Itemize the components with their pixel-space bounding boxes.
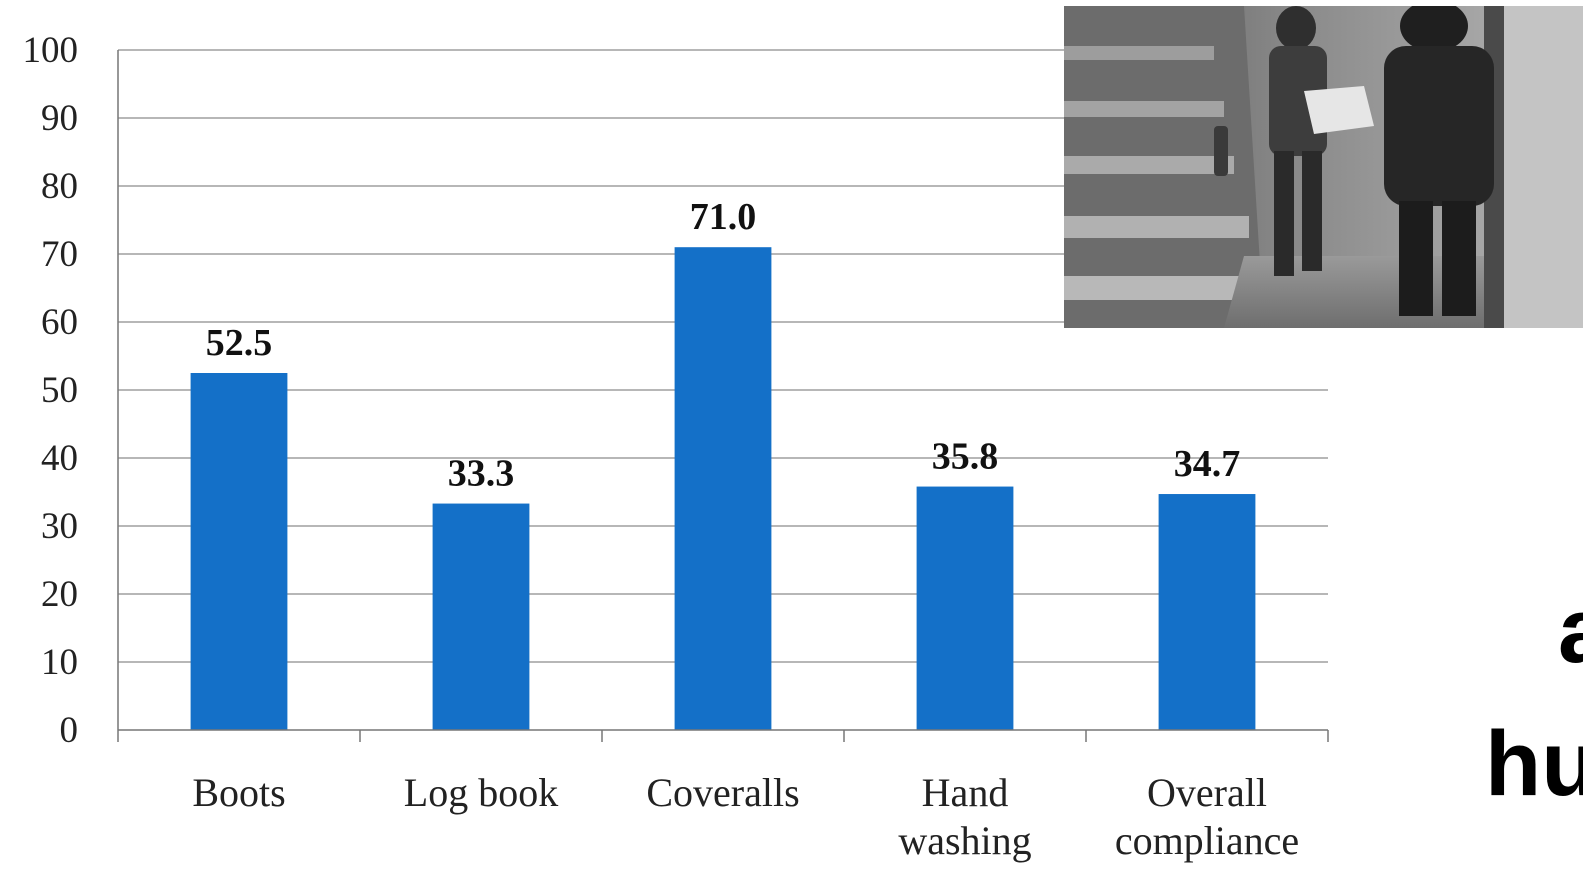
y-tick-label: 0 <box>60 710 79 751</box>
y-tick-label: 70 <box>41 234 78 275</box>
y-tick-label: 30 <box>41 506 78 547</box>
y-axis-ticks: 0 10 20 30 40 50 60 70 80 90 100 <box>23 30 79 751</box>
category-label: Log book <box>404 770 558 815</box>
x-axis <box>117 50 1329 742</box>
bar <box>916 486 1014 730</box>
bar <box>432 503 530 730</box>
category-label: Hand <box>922 770 1009 815</box>
y-tick-label: 80 <box>41 166 78 207</box>
cropped-text-line-2: hu <box>1485 713 1583 815</box>
bar <box>674 247 772 730</box>
category-label: Coveralls <box>646 770 799 815</box>
data-label: 71.0 <box>690 196 757 238</box>
photo-icon <box>1064 6 1583 328</box>
y-tick-label: 50 <box>41 370 78 411</box>
bar <box>1158 494 1256 730</box>
data-label: 33.3 <box>448 453 515 495</box>
cropped-text-line-1: a <box>1558 585 1583 677</box>
y-tick-label: 40 <box>41 438 78 479</box>
category-label: washing <box>898 818 1031 863</box>
data-label: 52.5 <box>206 322 273 364</box>
value-labels: 52.5 33.3 71.0 35.8 34.7 <box>206 196 1241 494</box>
y-tick-label: 20 <box>41 574 78 615</box>
y-tick-label: 100 <box>23 30 79 71</box>
category-label: Overall <box>1147 770 1267 815</box>
inset-photo <box>1064 6 1583 328</box>
bars <box>190 247 1256 730</box>
category-label: Boots <box>192 770 285 815</box>
data-label: 34.7 <box>1174 443 1241 485</box>
y-tick-label: 10 <box>41 642 78 683</box>
data-label: 35.8 <box>932 436 999 478</box>
y-tick-label: 60 <box>41 302 78 343</box>
y-tick-label: 90 <box>41 98 78 139</box>
category-label: compliance <box>1115 818 1299 863</box>
bar <box>190 373 288 730</box>
